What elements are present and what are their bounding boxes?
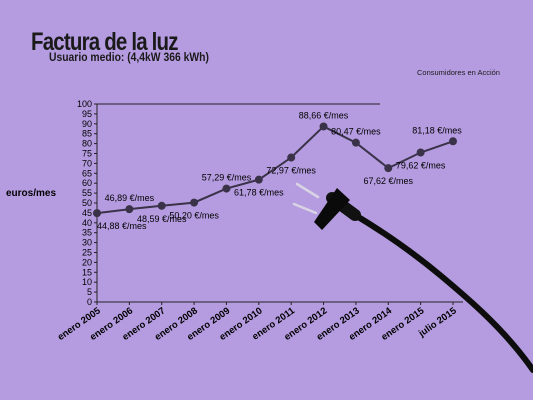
y-tick-label: 15	[82, 267, 92, 277]
data-label: 48,59 €/mes	[137, 214, 187, 224]
data-label: 88,66 €/mes	[299, 110, 349, 120]
y-tick-label: 10	[82, 277, 92, 287]
series-path	[96, 125, 454, 215]
y-tick-label: 40	[82, 218, 92, 228]
y-tick-label: 80	[82, 139, 92, 149]
data-label: 50,20 €/mes	[169, 211, 219, 221]
y-tick-label: 85	[82, 129, 92, 139]
data-point	[222, 184, 231, 193]
data-label: 46,89 €/mes	[105, 193, 155, 203]
y-tick-label: 75	[82, 149, 92, 159]
y-axis: 0510152025303540455055606570758085909510…	[77, 99, 380, 307]
data-point	[254, 175, 263, 184]
chart-title: Factura de la luz	[31, 28, 179, 56]
y-tick-label: 50	[82, 198, 92, 208]
y-tick-label: 95	[82, 109, 92, 119]
y-tick-label: 90	[82, 119, 92, 129]
y-tick-label: 35	[82, 228, 92, 238]
data-point	[157, 201, 166, 210]
y-tick-label: 45	[82, 208, 92, 218]
y-axis-label: euros/mes	[6, 188, 56, 199]
chart-subtitle: Usuario medio: (4,4kW 366 kWh)	[49, 52, 209, 64]
y-tick-label: 100	[77, 99, 92, 109]
data-point	[384, 164, 393, 173]
data-label: 81,18 €/mes	[412, 125, 462, 135]
data-point	[449, 137, 457, 146]
data-label: 80,47 €/mes	[331, 127, 381, 137]
plug-cable-image	[292, 182, 533, 373]
data-point	[416, 148, 425, 157]
data-point	[319, 122, 328, 131]
data-points	[93, 122, 457, 218]
data-point	[287, 153, 296, 162]
data-label: 67,62 €/mes	[364, 176, 414, 186]
y-tick-label: 25	[82, 248, 92, 258]
data-point	[93, 209, 101, 218]
y-tick-label: 0	[87, 297, 92, 307]
data-point	[351, 138, 360, 147]
source-credit: Consumidores en Acción	[417, 68, 500, 77]
data-label: 79,62 €/mes	[396, 161, 446, 171]
data-label: 61,78 €/mes	[234, 188, 284, 198]
y-tick-label: 55	[82, 188, 92, 198]
y-tick-label: 5	[87, 287, 92, 297]
series-line	[96, 125, 454, 215]
y-tick-label: 20	[82, 257, 92, 267]
y-tick-label: 70	[82, 158, 92, 168]
y-tick-label: 65	[82, 168, 92, 178]
y-tick-label: 60	[82, 178, 92, 188]
y-tick-label: 30	[82, 238, 92, 248]
data-label: 72,97 €/mes	[266, 166, 316, 176]
data-label: 44,88 €/mes	[97, 221, 147, 231]
data-label: 57,29 €/mes	[202, 173, 252, 183]
data-point	[190, 198, 199, 207]
data-point	[125, 205, 134, 214]
